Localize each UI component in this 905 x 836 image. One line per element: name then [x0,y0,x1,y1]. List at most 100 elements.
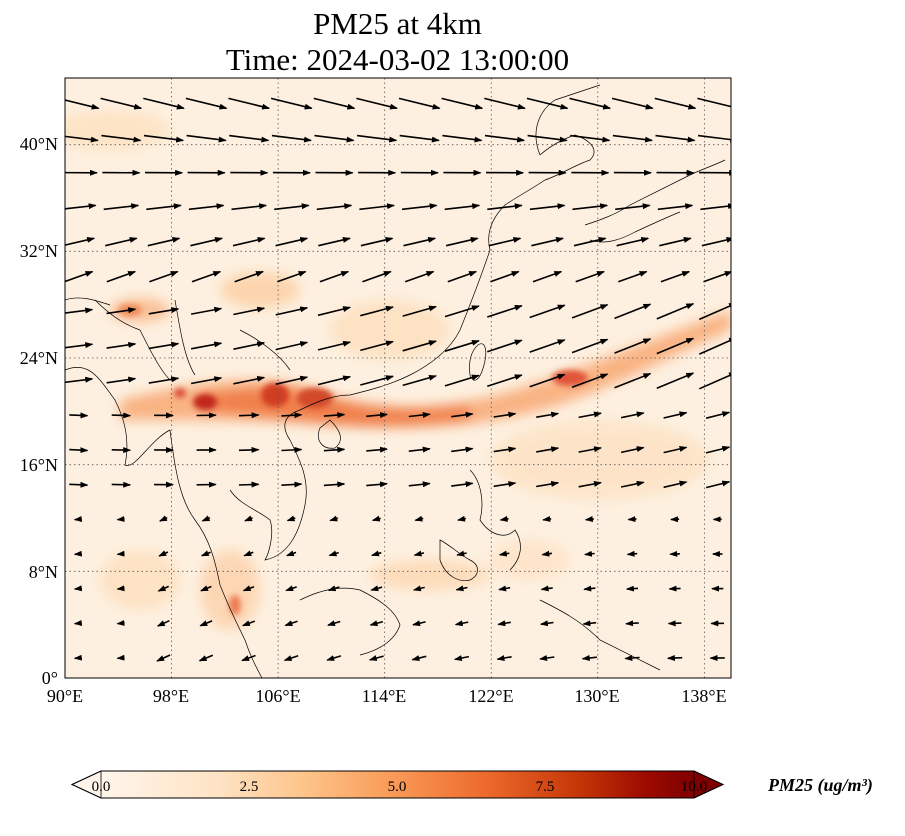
wind-arrow [698,372,731,390]
wind-arrow [186,134,227,143]
wind-arrow [616,236,650,247]
wind-arrow [362,270,392,283]
colorbar-tick-7-5: 7.5 [535,779,555,795]
wind-arrow [703,271,731,283]
wind-arrow [370,585,383,592]
wind-arrow [663,446,688,454]
wind-arrow [360,305,394,317]
wind-arrow [656,372,695,390]
map-frame [64,77,732,679]
wind-arrow [148,307,180,315]
wind-arrow [157,585,170,592]
wind-arrow [572,203,609,211]
wind-arrow [620,480,645,488]
wind-arrow [190,341,223,350]
wind-arrow [200,550,211,557]
wind-arrow [190,376,223,385]
wind-arrow [191,270,222,283]
wind-arrow [663,411,688,419]
wind-arrow [657,203,694,211]
wind-arrow [116,654,125,661]
wind-arrow [584,550,595,557]
wind-arrow [286,515,296,522]
wind-arrow [663,480,688,489]
wind-arrow [497,620,511,627]
wind-arrow [105,236,138,247]
wind-arrow [73,585,83,592]
wind-arrow [655,134,696,143]
wind-arrow [313,97,356,110]
wind-arrow [442,134,483,143]
wind-arrow [65,99,100,110]
wind-arrow [413,550,425,557]
map-title-line2: Time: 2024-03-02 13:00:00 [225,42,570,77]
wind-arrow [411,655,427,661]
wind-arrow [241,654,256,662]
wind-arrow [614,372,652,389]
wind-arrow [188,203,225,211]
wind-arrow [69,412,89,419]
wind-arrow [441,97,484,110]
wind-arrow [539,620,554,627]
wind-arrow [285,550,297,557]
wind-arrow [143,134,185,143]
wind-arrow [541,550,553,557]
wind-arrow [624,655,640,662]
wind-arrow [444,305,480,318]
wind-arrow [271,134,312,143]
wind-arrow [323,481,346,488]
wind-arrow [198,654,214,662]
wind-arrow [615,203,651,211]
wind-arrow [451,446,474,453]
wind-arrow [366,481,388,488]
lon-label-122: 122°E [468,686,514,706]
wind-arrow [156,654,171,662]
wind-arrow [666,655,683,662]
wind-arrow [238,412,260,419]
wind-arrow [281,446,303,453]
wind-arrow [398,97,441,110]
wind-arrow [408,411,431,418]
wind-arrow [444,339,480,352]
wind-arrow [316,203,353,211]
wind-arrow [414,515,424,522]
wind-arrow [705,445,731,454]
wind-arrow [654,97,697,110]
wind-arrow [371,515,381,522]
wind-arrow [531,236,564,247]
wind-arrow [399,134,440,143]
wind-arrow [111,481,132,488]
wind-arrow [241,620,256,627]
wind-arrow [242,585,255,592]
wind-arrow [73,550,83,557]
colorbar-tick-2-5: 2.5 [239,779,259,795]
wind-arrow [700,203,731,211]
wind-arrow [158,515,168,522]
wind-arrow [570,134,611,143]
colorbar-tick-0: 0.0 [91,779,111,795]
wind-arrow [326,655,342,661]
wind-arrow [368,655,384,661]
wind-arrow [328,550,339,557]
wind-arrow [499,515,509,522]
wind-arrow [103,203,140,211]
wind-arrow [360,340,394,352]
wind-arrow [323,446,346,453]
wind-arrow [200,585,212,592]
wind-arrow [65,236,96,246]
wind-arrow [660,270,691,283]
wind-arrow [317,340,352,351]
wind-arrow [243,550,254,557]
wind-arrow [233,375,266,385]
wind-arrow [627,516,637,523]
wind-arrow [455,585,468,592]
wind-arrow [447,270,478,283]
wind-arrow [100,97,143,110]
wind-arrow [584,516,594,522]
wind-arrow [656,337,695,355]
wind-arrow [618,270,648,283]
wind-arrow [498,550,510,557]
wind-arrow [581,655,597,661]
wind-arrow [488,236,522,247]
wind-arrow [578,446,602,453]
